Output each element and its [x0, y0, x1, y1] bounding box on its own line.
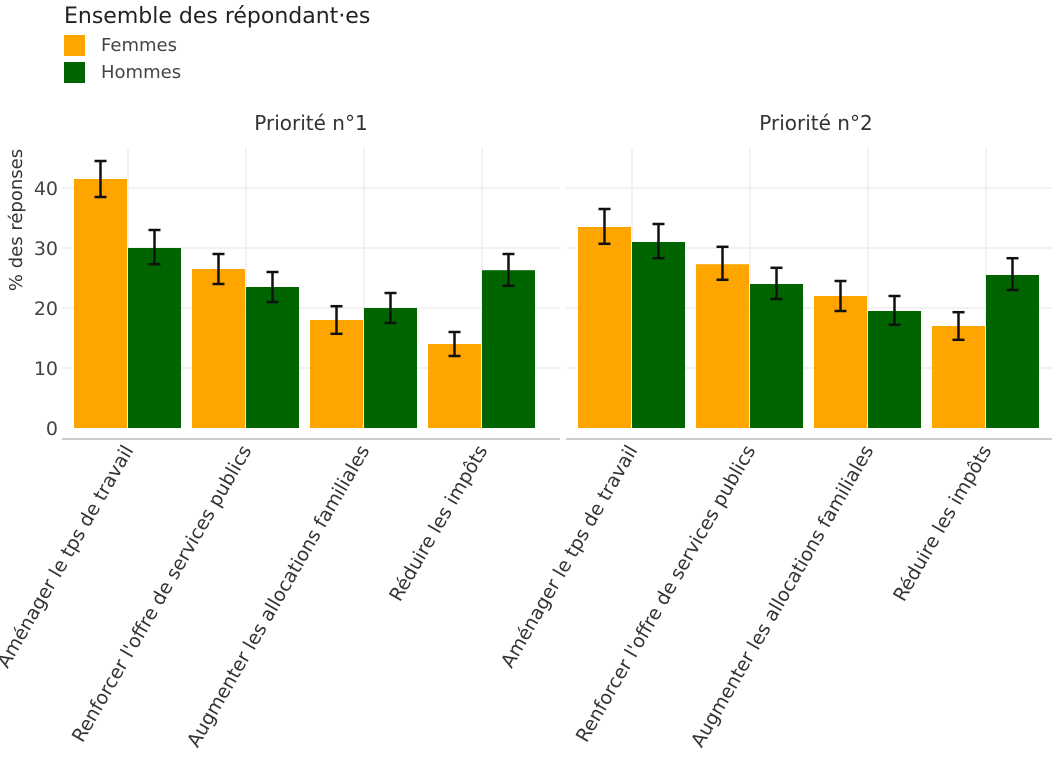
y-tick-label: 20	[34, 298, 58, 320]
panel-title: Priorité n°1	[254, 111, 367, 135]
bar-femmes	[428, 344, 481, 428]
error-bar	[94, 159, 107, 199]
legend-title: Ensemble des répondant·es	[64, 4, 371, 29]
x-tick-label: Réduire les impôts	[889, 442, 996, 606]
femmes-swatch	[64, 35, 85, 56]
error-bar	[834, 279, 847, 313]
bar-femmes	[310, 320, 363, 428]
y-tick-label: 0	[46, 418, 58, 440]
bar-hommes	[128, 248, 181, 428]
y-tick-label: 40	[34, 178, 58, 200]
panel-title: Priorité n°2	[759, 111, 872, 135]
bar-femmes	[932, 326, 985, 428]
error-bar	[502, 252, 515, 288]
bar-hommes	[750, 284, 803, 428]
error-bar	[148, 228, 161, 266]
error-bar	[598, 207, 611, 246]
legend-item-femmes[interactable]: Femmes	[64, 32, 370, 59]
error-bar	[384, 291, 397, 325]
error-bar	[716, 245, 729, 282]
y-axis-label: % des réponses	[6, 149, 27, 291]
bar-femmes	[814, 296, 867, 428]
error-bar	[888, 294, 901, 327]
bar-femmes	[696, 264, 749, 428]
legend: Ensemble des répondant·es Femmes Hommes	[64, 2, 370, 86]
x-tick-label: Aménager le tps de travail	[0, 442, 138, 672]
x-tick-label: Aménager le tps de travail	[497, 442, 643, 672]
error-bar	[266, 270, 279, 304]
bar-femmes	[192, 269, 245, 428]
legend-label-femmes: Femmes	[101, 35, 177, 56]
y-tick-label: 30	[34, 238, 58, 260]
error-bar	[652, 222, 665, 260]
error-bar	[1006, 256, 1019, 292]
error-bar	[330, 304, 343, 336]
bar-hommes	[364, 308, 417, 428]
bar-hommes	[246, 287, 299, 428]
bar-hommes	[868, 311, 921, 428]
y-tick-label: 10	[34, 358, 58, 380]
error-bar	[448, 330, 461, 358]
error-bar	[952, 310, 965, 342]
bar-hommes	[632, 242, 685, 428]
bar-femmes	[74, 179, 127, 428]
legend-label-hommes: Hommes	[101, 62, 182, 83]
x-tick-label: Réduire les impôts	[385, 442, 492, 606]
error-bar	[770, 266, 783, 301]
legend-item-hommes[interactable]: Hommes	[64, 59, 370, 86]
bar-hommes	[986, 275, 1039, 428]
bar-hommes	[482, 270, 535, 428]
hommes-swatch	[64, 62, 85, 83]
error-bar	[212, 252, 225, 286]
bar-femmes	[578, 227, 631, 428]
